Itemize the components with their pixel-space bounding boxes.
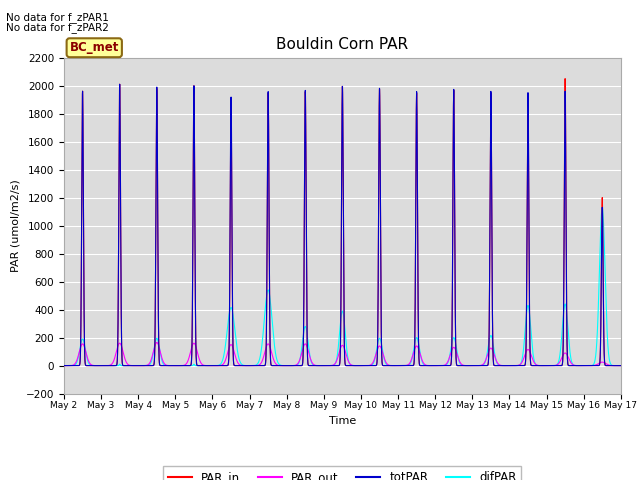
- X-axis label: Time: Time: [329, 416, 356, 426]
- Text: BC_met: BC_met: [70, 41, 119, 54]
- Text: No data for f_zPAR2: No data for f_zPAR2: [6, 22, 109, 33]
- Y-axis label: PAR (umol/m2/s): PAR (umol/m2/s): [10, 179, 20, 272]
- Legend: PAR_in, PAR_out, totPAR, difPAR: PAR_in, PAR_out, totPAR, difPAR: [163, 466, 522, 480]
- Title: Bouldin Corn PAR: Bouldin Corn PAR: [276, 37, 408, 52]
- Text: No data for f_zPAR1: No data for f_zPAR1: [6, 12, 109, 23]
